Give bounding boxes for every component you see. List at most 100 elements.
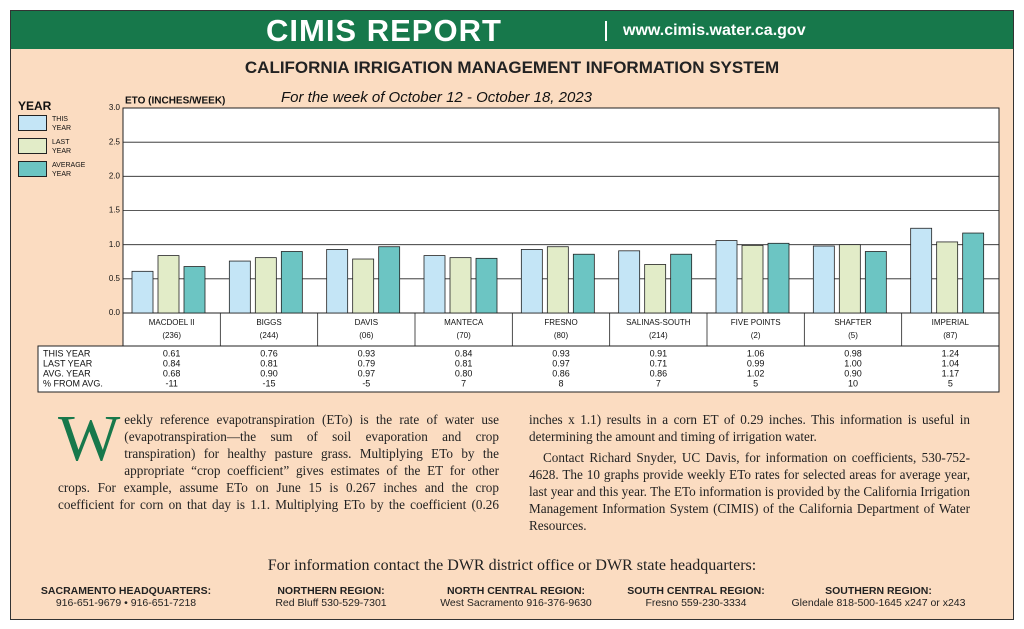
office: SOUTHERN REGION: Glendale 818-500-1645 x2… <box>771 585 986 609</box>
bar <box>812 245 835 314</box>
table-cell: 0.81 <box>260 358 278 368</box>
bar <box>572 253 595 314</box>
category-code: (244) <box>260 331 279 340</box>
table-cell: 0.79 <box>358 358 376 368</box>
bar <box>131 270 154 314</box>
table-cell: -15 <box>262 378 275 388</box>
table-cell: 0.80 <box>455 368 473 378</box>
bar <box>936 241 959 314</box>
bar <box>157 255 180 314</box>
table-cell: 7 <box>656 378 661 388</box>
header-band: CIMIS REPORT www.cimis.water.ca.gov <box>11 11 1013 49</box>
table-cell: 0.90 <box>844 368 862 378</box>
bar <box>475 257 498 314</box>
url[interactable]: www.cimis.water.ca.gov <box>623 22 806 39</box>
category-label: SALINAS-SOUTH <box>626 318 691 327</box>
report-title: CIMIS REPORT <box>266 13 502 48</box>
legend-label: THIS YEAR <box>52 116 72 132</box>
office-name: SOUTHERN REGION: <box>825 585 932 597</box>
y-axis-label: ETO (INCHES/WEEK) <box>125 96 225 107</box>
legend-item: LAST YEAR <box>18 138 88 156</box>
table-cell: 0.99 <box>747 358 765 368</box>
bar <box>183 266 206 314</box>
paragraph: Contact Richard Snyder, UC Davis, for in… <box>529 449 970 534</box>
office: SOUTH CENTRAL REGION: Fresno 559-230-3334 <box>611 585 781 609</box>
bar <box>715 240 738 314</box>
table-row-label: LAST YEAR <box>43 358 93 368</box>
table-cell: 10 <box>848 378 858 388</box>
bar <box>254 257 277 314</box>
table-cell: 0.81 <box>455 358 473 368</box>
table-cell: -5 <box>362 378 370 388</box>
category-label: BIGGS <box>256 318 281 327</box>
table-cell: 5 <box>753 378 758 388</box>
legend-item: AVERAGE YEAR <box>18 161 88 179</box>
y-tick-label: 2.5 <box>109 137 121 146</box>
office-phone: West Sacramento 916-376-9630 <box>440 597 592 609</box>
table-cell: 0.91 <box>650 348 668 358</box>
category-code: (2) <box>751 331 761 340</box>
bar <box>520 249 543 314</box>
bar <box>838 244 861 314</box>
office-name: NORTHERN REGION: <box>277 585 385 597</box>
table-cell: 0.86 <box>552 368 570 378</box>
office: NORTH CENTRAL REGION: West Sacramento 916… <box>416 585 616 609</box>
y-tick-label: 1.5 <box>109 206 121 215</box>
y-tick-label: 0.0 <box>109 308 121 317</box>
category-code: (87) <box>943 331 958 340</box>
category-label: FRESNO <box>544 318 577 327</box>
office: NORTHERN REGION: Red Bluff 530-529-7301 <box>256 585 406 609</box>
legend-swatch <box>18 138 47 154</box>
subtitle: CALIFORNIA IRRIGATION MANAGEMENT INFORMA… <box>244 58 780 77</box>
legend: YEAR THIS YEAR LAST YEAR AVERAGE YEAR <box>18 99 88 184</box>
table-cell: 8 <box>558 378 563 388</box>
report-page: CIMIS REPORT www.cimis.water.ca.gov CALI… <box>10 10 1014 620</box>
category-code: (70) <box>457 331 472 340</box>
category-strip <box>122 312 1000 347</box>
office-name: SACRAMENTO HEADQUARTERS: <box>40 585 212 597</box>
category-label: SHAFTER <box>834 318 872 327</box>
table-cell: 1.02 <box>747 368 765 378</box>
office-name: SOUTH CENTRAL REGION: <box>627 585 765 597</box>
table-cell: 1.17 <box>942 368 960 378</box>
y-tick-label: 3.0 <box>109 103 121 112</box>
table-cell: 1.00 <box>844 358 862 368</box>
category-code: (214) <box>649 331 668 340</box>
bar <box>962 232 985 314</box>
bar <box>670 253 693 314</box>
bar <box>644 264 667 314</box>
bar <box>546 246 569 314</box>
table-cell: 0.97 <box>358 368 376 378</box>
legend-label: AVERAGE YEAR <box>52 162 86 178</box>
office-name: NORTH CENTRAL REGION: <box>446 585 586 597</box>
chart-title: For the week of October 12 - October 18,… <box>281 89 593 106</box>
table-cell: 1.06 <box>747 348 765 358</box>
bar <box>352 258 375 314</box>
legend-swatch <box>18 161 47 177</box>
category-label: MACDOEL II <box>149 318 195 327</box>
table-cell: -11 <box>165 378 177 388</box>
table-cell: 1.04 <box>942 358 960 368</box>
table-cell: 7 <box>461 378 466 388</box>
table-cell: 0.86 <box>650 368 668 378</box>
table-cell: 5 <box>948 378 953 388</box>
table-cell: 0.68 <box>163 368 181 378</box>
bar <box>228 260 251 314</box>
office-phone: Glendale 818-500-1645 x247 or x243 <box>791 597 966 609</box>
office-phone: Fresno 559-230-3334 <box>645 597 747 609</box>
office-phone: Red Bluff 530-529-7301 <box>275 597 387 609</box>
bar <box>741 244 764 314</box>
bar <box>423 255 446 314</box>
data-table <box>37 345 1000 393</box>
office-phone: 916-651-9679 • 916-651-7218 <box>55 597 197 609</box>
bar <box>449 257 472 314</box>
separator <box>605 21 607 41</box>
office: SACRAMENTO HEADQUARTERS: 916-651-9679 • 9… <box>31 585 221 609</box>
table-row-label: % FROM AVG. <box>43 378 103 388</box>
contact-line: For information contact the DWR district… <box>267 557 757 574</box>
table-row-label: THIS YEAR <box>43 348 91 358</box>
legend-swatch <box>18 115 47 131</box>
table-cell: 0.97 <box>552 358 570 368</box>
